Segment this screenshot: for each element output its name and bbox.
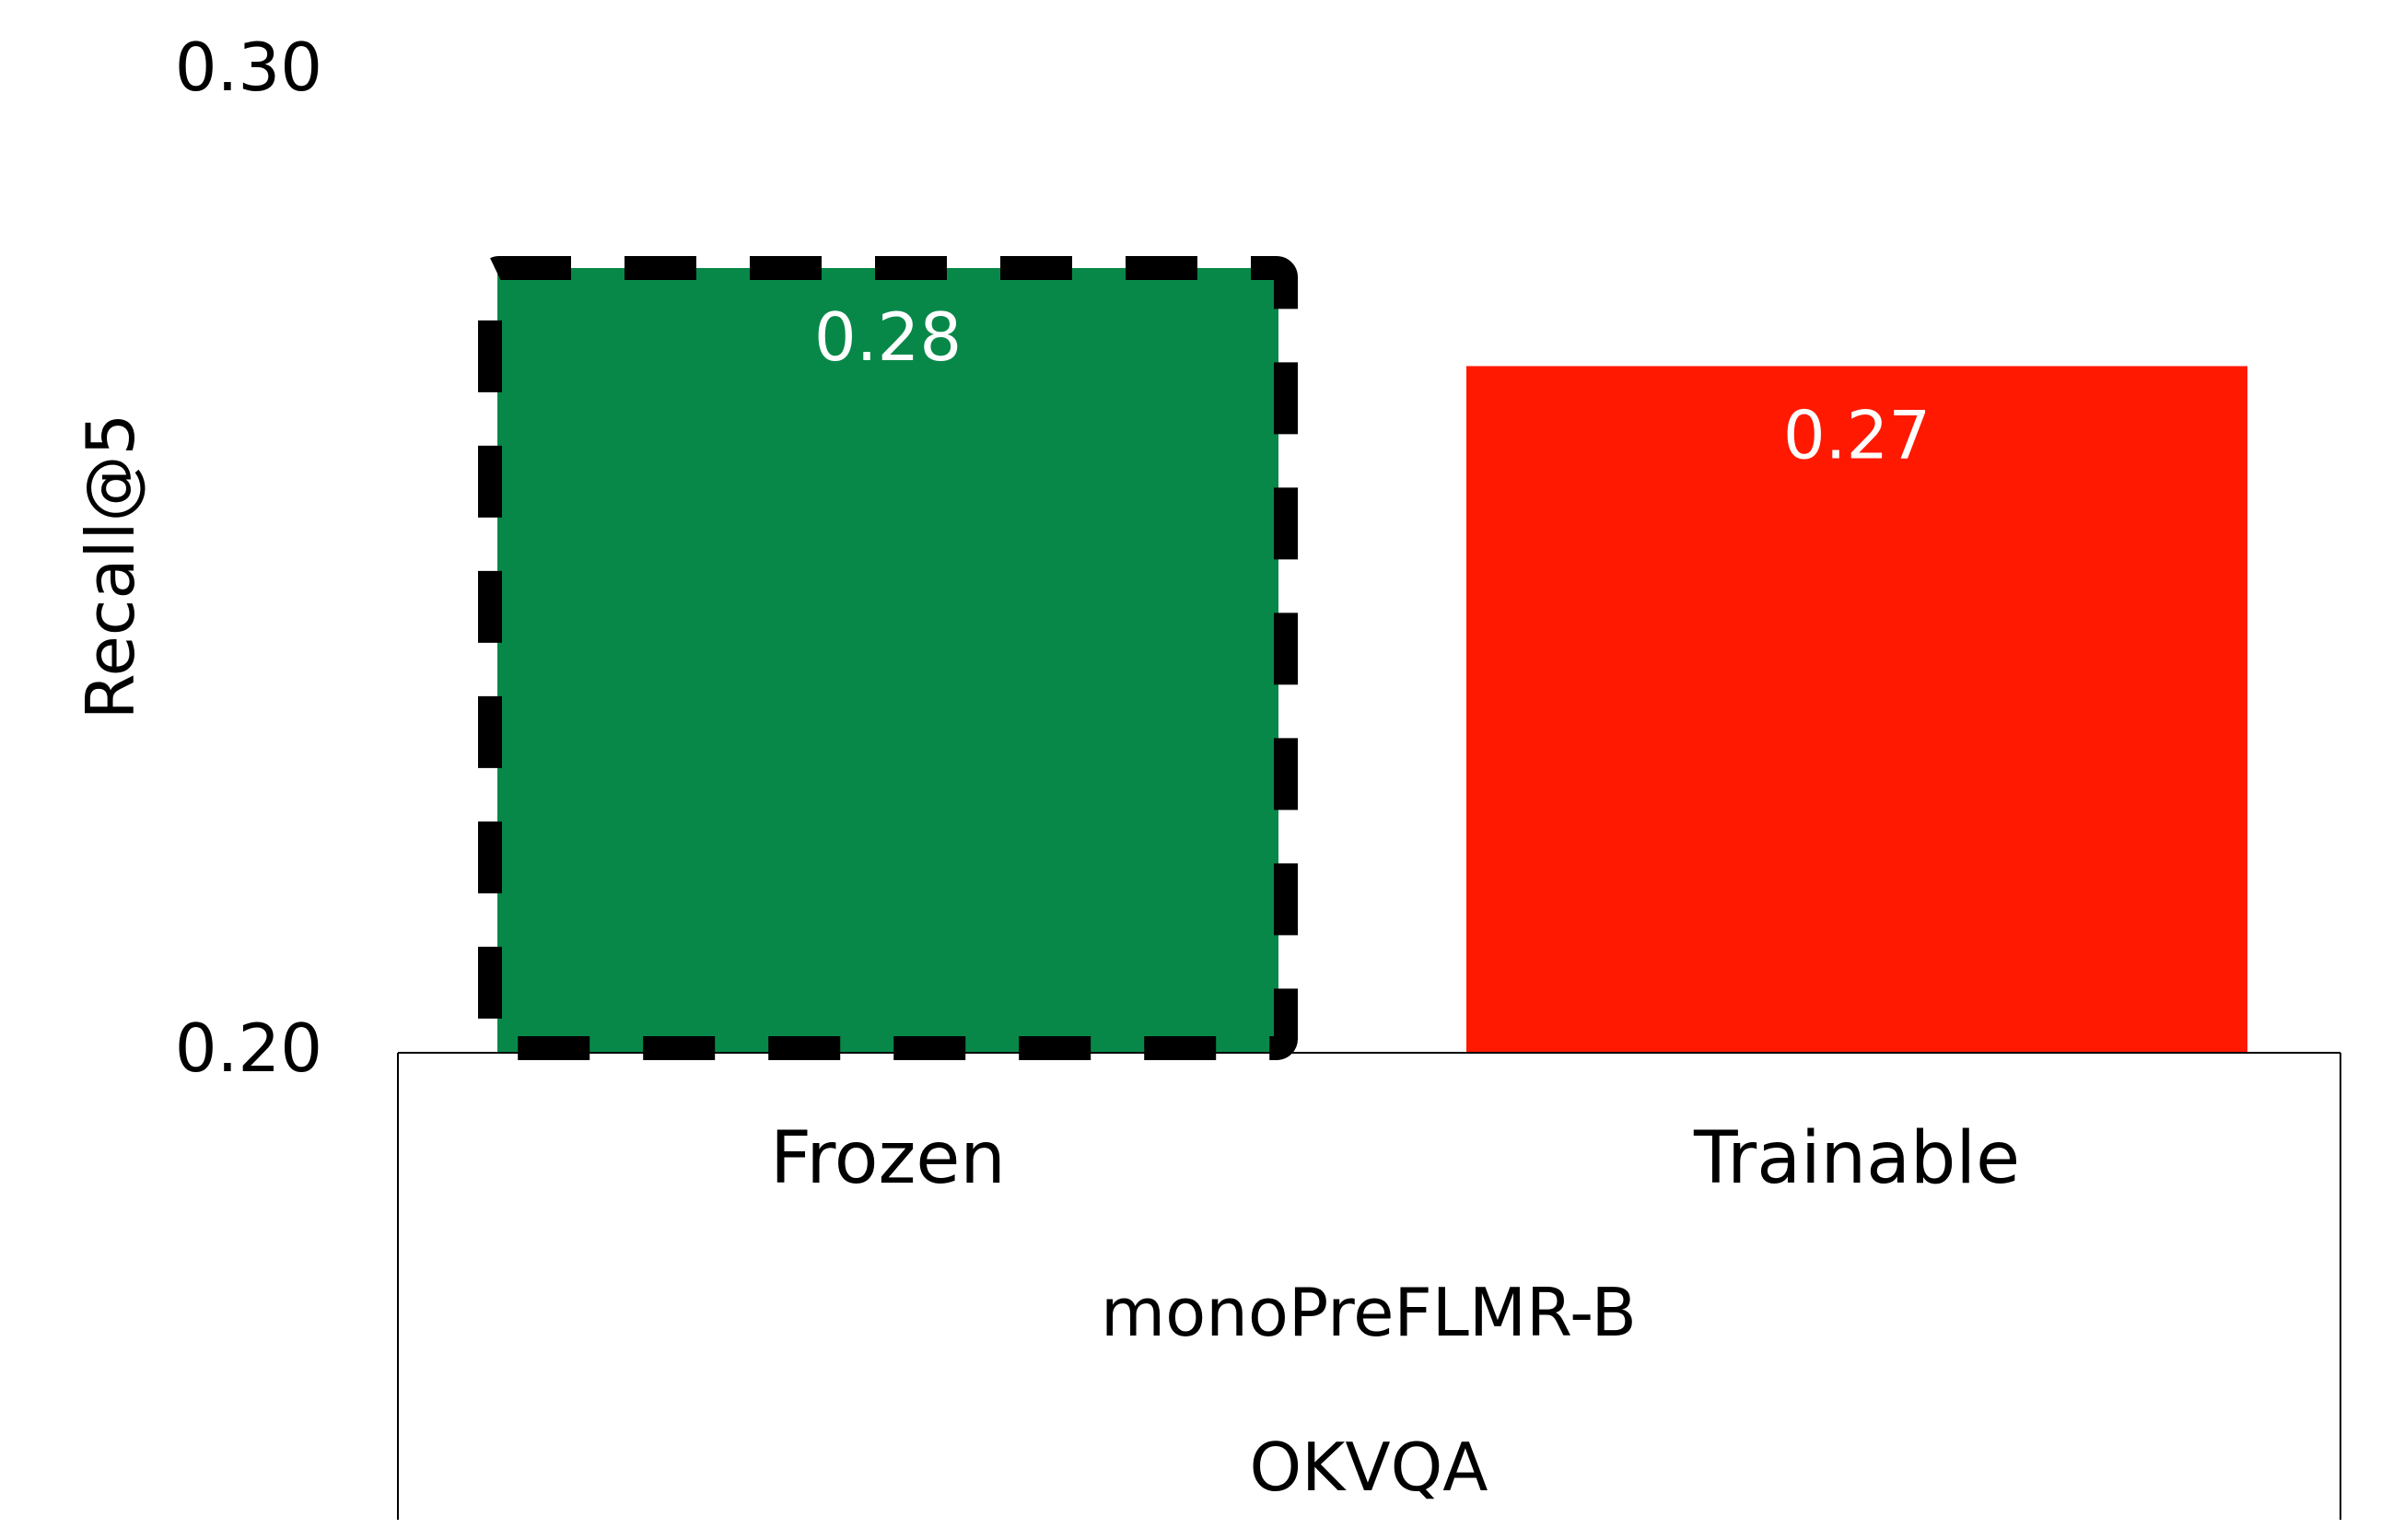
y-axis-label: Recall@5 xyxy=(72,414,149,720)
value-label-frozen: 0.28 xyxy=(814,298,962,376)
bar-frozen xyxy=(497,268,1278,1053)
y-tick-top: 0.30 xyxy=(175,29,322,106)
value-label-trainable: 0.27 xyxy=(1783,397,1931,474)
category-label-trainable: Trainable xyxy=(1693,1117,2020,1200)
bar-frozen-dashed-outline xyxy=(478,256,1298,1060)
y-tick-bottom: 0.20 xyxy=(175,1009,322,1087)
category-label-frozen: Frozen xyxy=(770,1117,1006,1200)
bar-trainable xyxy=(1466,366,2247,1053)
group-label-model: monoPreFLMR-B xyxy=(1101,1274,1637,1351)
group-label-dataset: OKVQA xyxy=(1249,1429,1488,1506)
